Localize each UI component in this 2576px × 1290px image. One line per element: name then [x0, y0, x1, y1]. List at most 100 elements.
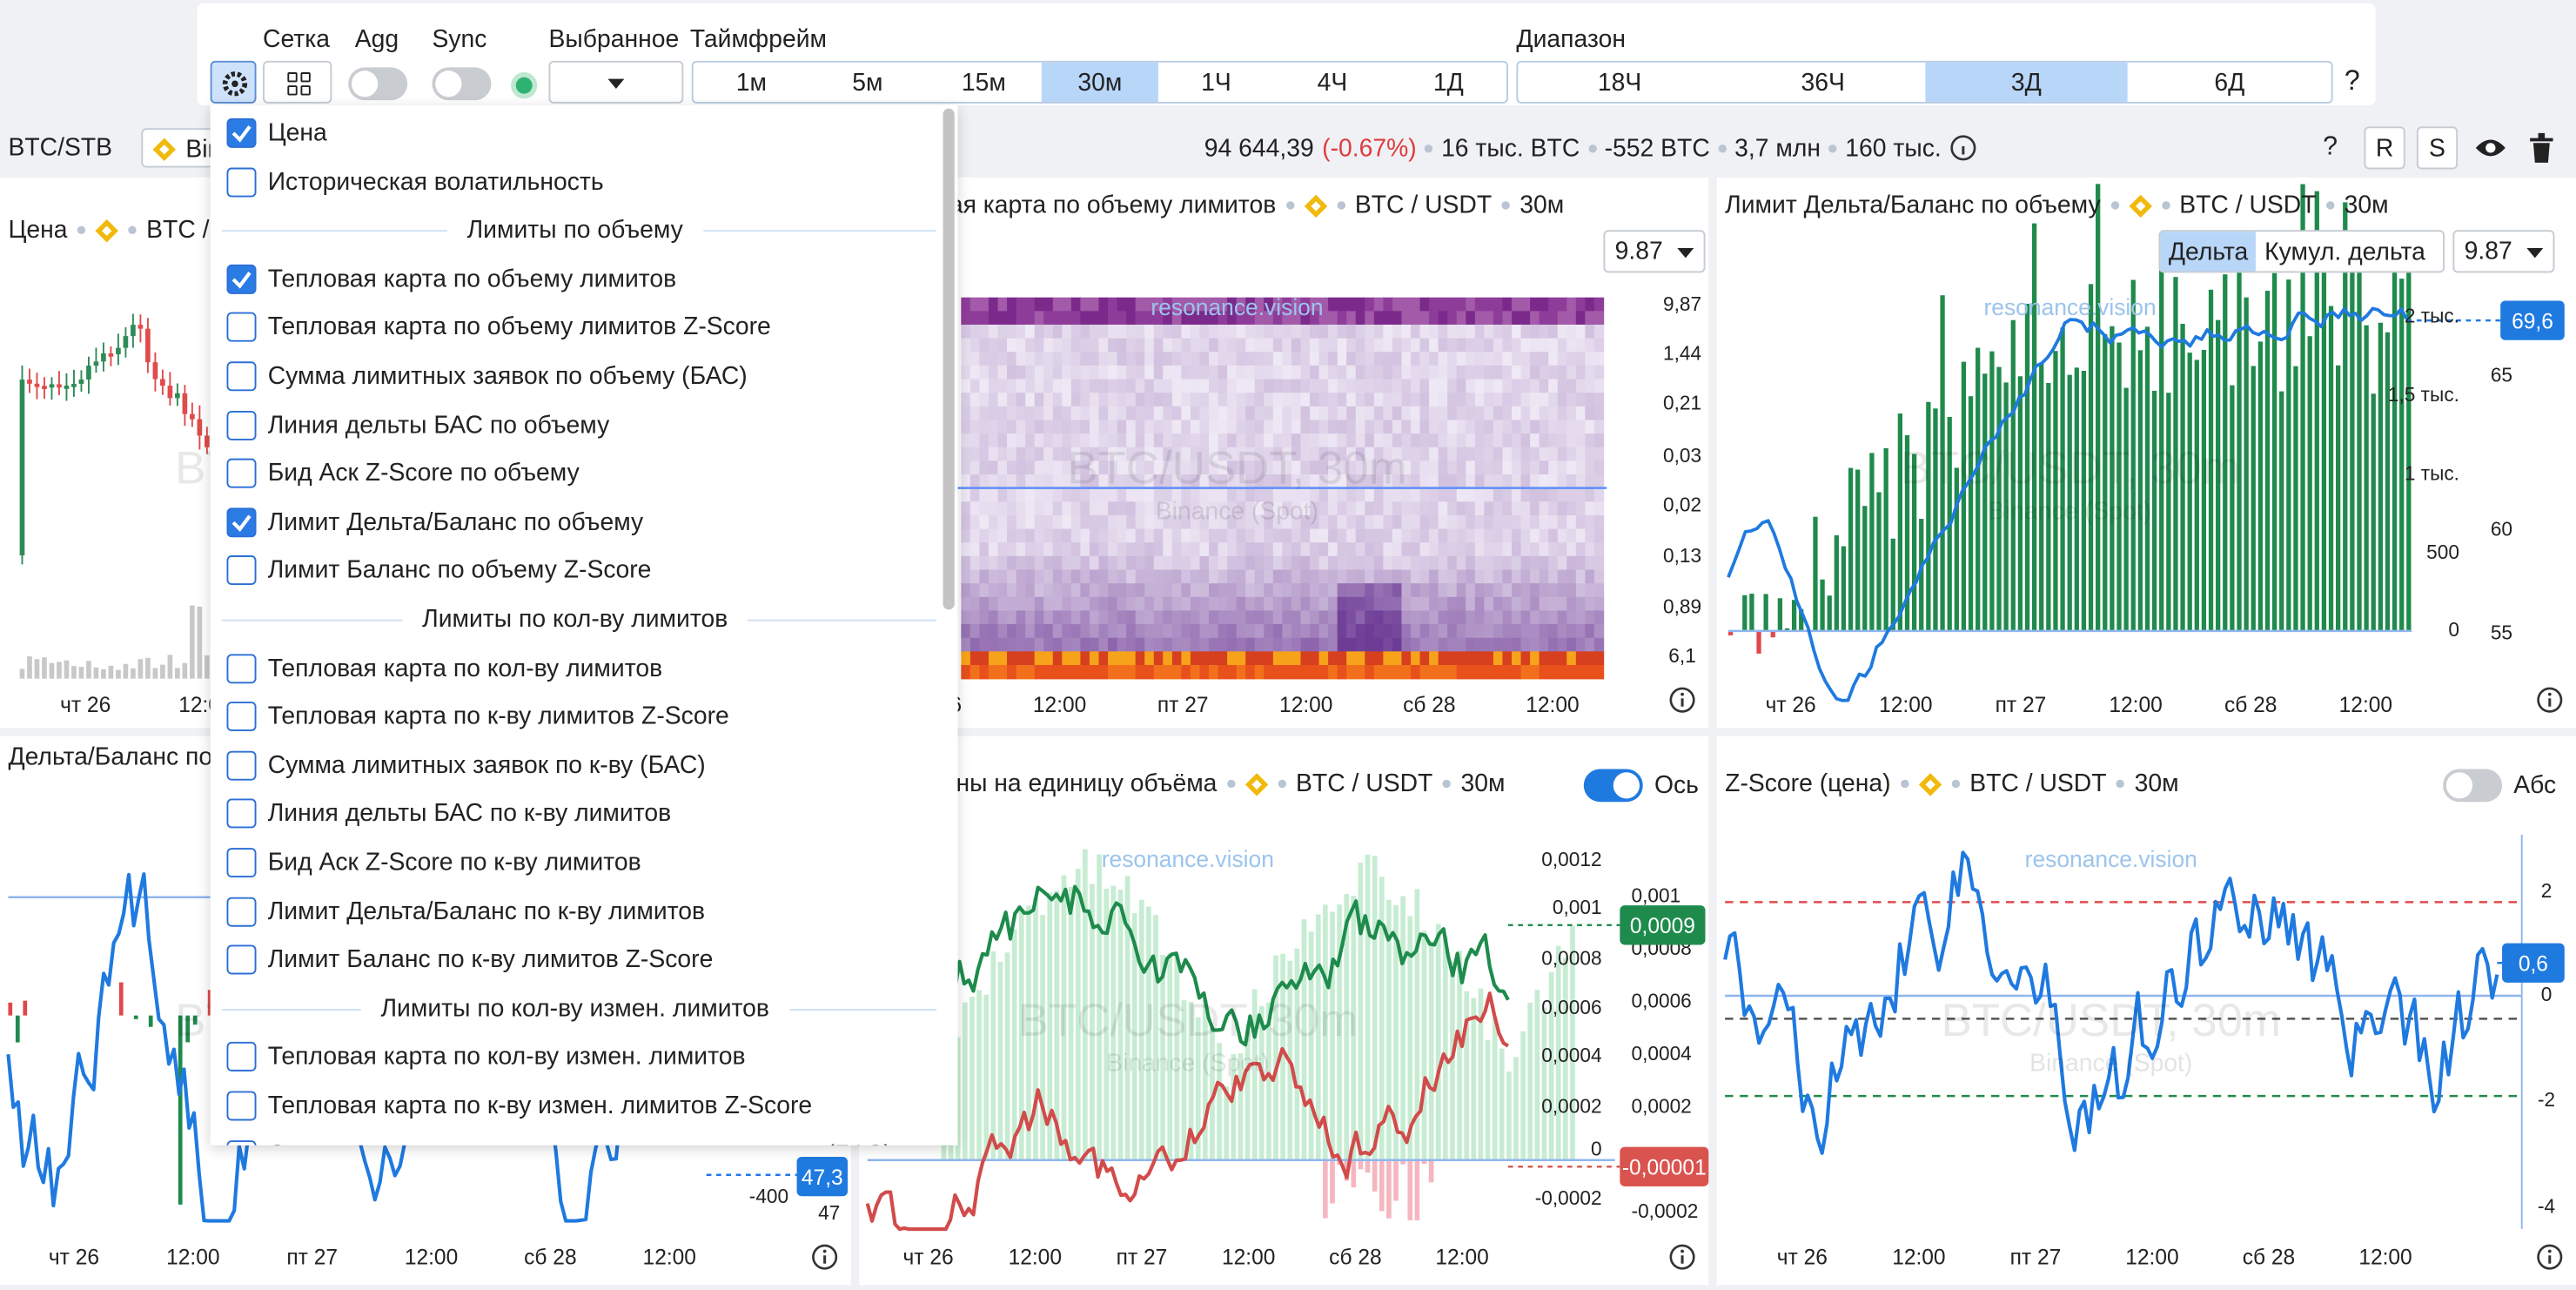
heat-cell [1593, 624, 1605, 639]
delta-bar [2187, 353, 2192, 631]
menu-item[interactable]: Тепловая карта по к-ву лимитов Z-Score [211, 697, 942, 736]
selected-dropdown[interactable] [548, 60, 684, 104]
range-option[interactable]: 3Д [1924, 62, 2129, 103]
value-badge-text: 0,0009 [1629, 912, 1695, 937]
menu-item[interactable]: Линия дельты БАС по объему [211, 406, 942, 445]
heat-cell [1383, 665, 1393, 680]
positive-bar [1083, 849, 1088, 1160]
toggle[interactable] [2443, 769, 2503, 803]
heat-cell [997, 460, 1008, 475]
timeframe-option[interactable]: 30м [1042, 62, 1158, 103]
ticker-button[interactable]: S [2416, 126, 2459, 170]
menu-item[interactable]: Тепловая карта по к-ву измен. лимитов Z-… [211, 1086, 942, 1125]
heat-cell [1190, 624, 1201, 639]
heat-cell [1530, 501, 1540, 516]
mode-button[interactable]: Дельта [2160, 232, 2257, 272]
heat-cell [1447, 596, 1458, 612]
level-dropdown[interactable]: 9.87 [2452, 230, 2555, 273]
menu-item[interactable]: Тепловая карта по объему лимитов Z-Score [211, 308, 942, 347]
heat-cell [1512, 393, 1522, 407]
ticker-button[interactable]: R [2364, 126, 2405, 170]
heat-cell [1245, 501, 1256, 516]
heat-cell [1520, 365, 1531, 380]
menu-item[interactable]: Лимит Дельта/Баланс по к-ву лимитов [211, 891, 942, 931]
timeframe-option[interactable]: 5м [852, 68, 883, 97]
heat-cell [961, 610, 971, 625]
heat-cell [1117, 624, 1127, 639]
heat-cell [1373, 555, 1385, 571]
toggle[interactable] [432, 67, 492, 101]
heat-cell [1034, 514, 1044, 530]
info-dot [2547, 692, 2552, 696]
toggle[interactable] [348, 67, 408, 101]
heat-cell [1135, 596, 1145, 612]
heat-cell [1530, 610, 1540, 625]
heat-cell [1108, 596, 1118, 612]
timeframe-option[interactable]: 4Ч [1317, 68, 1348, 97]
heat-cell [1236, 352, 1246, 366]
range-option[interactable]: 18Ч [1597, 68, 1642, 97]
level-dropdown[interactable]: 9.87 [1603, 230, 1706, 273]
menu-item[interactable]: Историческая волатильность [211, 162, 942, 201]
menu-item[interactable]: Лимит Баланс по объему Z-Score [211, 551, 942, 590]
candle-body [131, 325, 136, 337]
menu-item[interactable]: Лимит Дельта/Баланс по объему [211, 502, 942, 541]
menu-item-label: Тепловая карта по кол-ву измен. лимитов [267, 1043, 746, 1072]
heat-cell [1300, 596, 1311, 612]
heat-cell [1264, 542, 1274, 557]
settings-button[interactable] [210, 60, 257, 104]
heat-cell [1373, 311, 1385, 326]
menu-item[interactable]: Тепловая карта по кол-ву лимитов [211, 648, 942, 688]
panel-title-part: Z-Score (цена) [1725, 769, 1891, 798]
heat-cell [1052, 393, 1063, 407]
timeframe-option[interactable]: 1Ч [1201, 68, 1231, 97]
range-option[interactable]: 6Д [2214, 68, 2245, 97]
heat-cell [1052, 610, 1063, 625]
menu-item[interactable]: Тепловая карта по объему лимитов [211, 259, 942, 299]
heat-cell [1484, 352, 1494, 366]
range-option[interactable]: 36Ч [1801, 68, 1845, 97]
heat-cell [1593, 379, 1605, 393]
heat-cell [1272, 324, 1284, 339]
heat-cell [1512, 433, 1522, 448]
heat-cell [1098, 569, 1109, 584]
timeframe-option[interactable]: 15м [961, 68, 1006, 97]
menu-item[interactable]: Бид Аск Z-Score по к-ву лимитов [211, 843, 942, 882]
heat-cell [1438, 514, 1448, 530]
toggle[interactable] [1583, 769, 1643, 803]
negative-bar [1407, 1159, 1413, 1220]
menu-item[interactable]: Сумма лимитных заявок по к-ву (БАС) [211, 746, 942, 785]
heat-cell [1227, 406, 1238, 421]
ticker-symbol[interactable]: BTC/STB [8, 133, 113, 162]
menu-item[interactable]: Сумма лимитных заявок по к-ву измен. лим… [211, 1135, 942, 1146]
positive-bar [1464, 991, 1470, 1160]
heat-cell [1163, 651, 1173, 666]
heat-cell [1218, 555, 1228, 571]
menu-item[interactable]: Линия дельты БАС по к-ву лимитов [211, 795, 942, 834]
heat-cell [1530, 474, 1540, 489]
heat-cell [1346, 365, 1357, 380]
heat-cell [1070, 487, 1082, 503]
heat-cell [1355, 311, 1366, 326]
ticker-help[interactable]: ? [2323, 132, 2338, 161]
heat-cell [1245, 637, 1256, 653]
timeframe-option[interactable]: 1Д [1432, 68, 1464, 97]
grid-button[interactable] [263, 60, 332, 104]
mode-button[interactable]: Кумул. дельта [2264, 237, 2425, 265]
menu-item[interactable]: Цена [211, 113, 942, 152]
menu-item[interactable]: Сумма лимитных заявок по объему (БАС) [211, 357, 942, 396]
heat-cell [1108, 379, 1118, 393]
y2-tick-label: 55 [2491, 621, 2512, 644]
heat-cell [1328, 487, 1338, 503]
timeframe-option[interactable]: 1м [735, 68, 767, 97]
toolbar-help[interactable]: ? [2344, 64, 2360, 97]
menu-item[interactable]: Тепловая карта по кол-ву измен. лимитов [211, 1038, 942, 1077]
heat-cell [961, 365, 971, 380]
heat-cell [1190, 352, 1201, 366]
heat-cell [1144, 569, 1155, 584]
menu-item[interactable]: Бид Аск Z-Score по объему [211, 454, 942, 493]
heat-cell [1520, 338, 1531, 353]
menu-item[interactable]: Лимит Баланс по к-ву лимитов Z-Score [211, 940, 942, 979]
heat-cell [1318, 555, 1329, 571]
heat-cell [1236, 624, 1246, 639]
